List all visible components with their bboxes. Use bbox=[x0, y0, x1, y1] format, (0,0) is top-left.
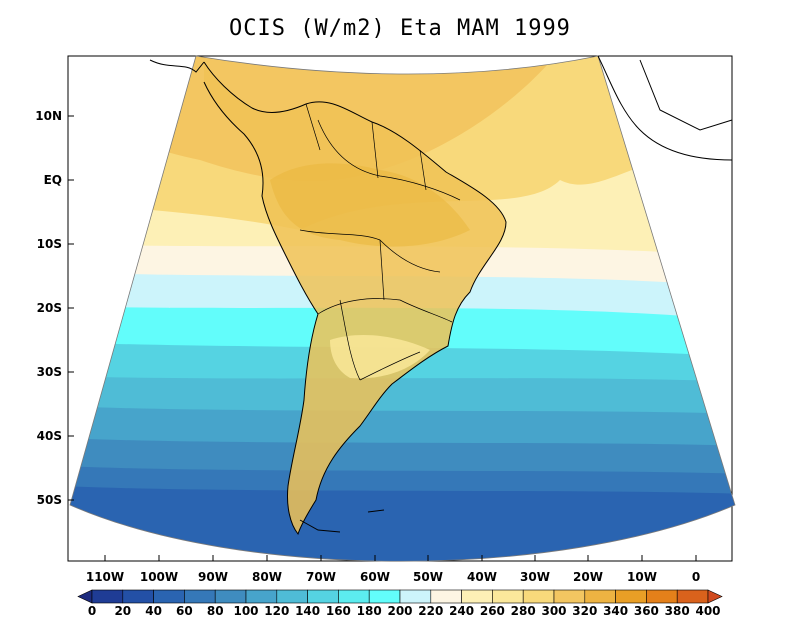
colorbar-level-label: 260 bbox=[480, 604, 505, 618]
colorbar-swatch bbox=[153, 589, 185, 604]
colorbar-level-label: 60 bbox=[176, 604, 193, 618]
colorbar-level-label: 0 bbox=[88, 604, 96, 618]
colorbar-swatch bbox=[184, 589, 216, 604]
colorbar-level-label: 380 bbox=[665, 604, 690, 618]
lat-label: 30S bbox=[37, 365, 62, 379]
ocis-field bbox=[70, 56, 735, 562]
lat-label: 10N bbox=[35, 109, 62, 123]
colorbar-swatch bbox=[338, 589, 370, 604]
lon-label: 40W bbox=[467, 570, 497, 584]
lat-label: 40S bbox=[37, 429, 62, 443]
lon-label: 10W bbox=[627, 570, 657, 584]
colorbar-swatch bbox=[584, 589, 616, 604]
domain-boundary bbox=[69, 55, 736, 562]
colorbar-swatch bbox=[461, 589, 493, 604]
colorbar-swatch bbox=[307, 589, 339, 604]
longitude-labels: 110W 100W 90W 80W 70W 60W 50W 40W 30W 20… bbox=[86, 570, 700, 584]
colorbar-labels: 0 20 40 60 80 100 120 140 160 180 200 220 240 260 280 3… bbox=[88, 604, 721, 618]
lon-label: 30W bbox=[520, 570, 550, 584]
lon-label: 70W bbox=[306, 570, 336, 584]
colorbar-swatch bbox=[399, 589, 432, 604]
lat-label: 20S bbox=[37, 301, 62, 315]
colorbar-swatch bbox=[91, 589, 124, 604]
colorbar-swatch bbox=[615, 589, 647, 604]
lat-label: EQ bbox=[44, 173, 62, 187]
colorbar-level-label: 180 bbox=[357, 604, 382, 618]
colorbar-level-label: 400 bbox=[695, 604, 720, 618]
lon-label: 60W bbox=[360, 570, 390, 584]
colorbar-level-label: 320 bbox=[572, 604, 597, 618]
lon-label: 90W bbox=[198, 570, 228, 584]
colorbar-swatch bbox=[430, 589, 462, 604]
colorbar-swatch bbox=[122, 589, 154, 604]
colorbar-level-label: 280 bbox=[511, 604, 536, 618]
colorbar-swatch bbox=[646, 589, 678, 604]
colorbar-swatch bbox=[276, 589, 308, 604]
colorbar-swatch bbox=[553, 589, 586, 604]
colorbar-swatch bbox=[676, 589, 709, 604]
colorbar-level-label: 240 bbox=[449, 604, 474, 618]
lon-label: 0 bbox=[692, 570, 700, 584]
colorbar-level-label: 200 bbox=[387, 604, 412, 618]
colorbar-level-label: 300 bbox=[541, 604, 566, 618]
colorbar-swatch bbox=[245, 589, 278, 604]
colorbar bbox=[77, 589, 723, 604]
colorbar-under-arrow bbox=[77, 589, 93, 604]
lon-label: 110W bbox=[86, 570, 124, 584]
colorbar-swatch bbox=[492, 589, 524, 604]
country-borders bbox=[299, 103, 461, 381]
latitude-labels: 10N EQ 10S 20S 30S 40S 50S bbox=[35, 109, 62, 507]
lat-label: 10S bbox=[37, 237, 62, 251]
colorbar-level-label: 360 bbox=[634, 604, 659, 618]
colorbar-level-label: 20 bbox=[114, 604, 131, 618]
lon-label: 100W bbox=[140, 570, 178, 584]
coastlines bbox=[149, 55, 733, 536]
lat-label: 50S bbox=[37, 493, 62, 507]
lon-label: 20W bbox=[573, 570, 603, 584]
colorbar-over-arrow bbox=[707, 589, 723, 604]
colorbar-level-label: 120 bbox=[264, 604, 289, 618]
colorbar-level-label: 100 bbox=[233, 604, 258, 618]
map-title: OCIS (W/m2) Eta MAM 1999 bbox=[229, 16, 571, 41]
lon-label: 50W bbox=[413, 570, 443, 584]
axis-ticks bbox=[68, 115, 697, 561]
colorbar-swatch bbox=[214, 589, 247, 604]
colorbar-level-label: 80 bbox=[207, 604, 224, 618]
colorbar-level-label: 220 bbox=[418, 604, 443, 618]
colorbar-level-label: 40 bbox=[145, 604, 162, 618]
colorbar-swatch bbox=[522, 589, 555, 604]
colorbar-level-label: 340 bbox=[603, 604, 628, 618]
colorbar-level-label: 160 bbox=[326, 604, 351, 618]
colorbar-level-label: 140 bbox=[295, 604, 320, 618]
colorbar-swatch bbox=[368, 589, 401, 604]
lon-label: 80W bbox=[252, 570, 282, 584]
